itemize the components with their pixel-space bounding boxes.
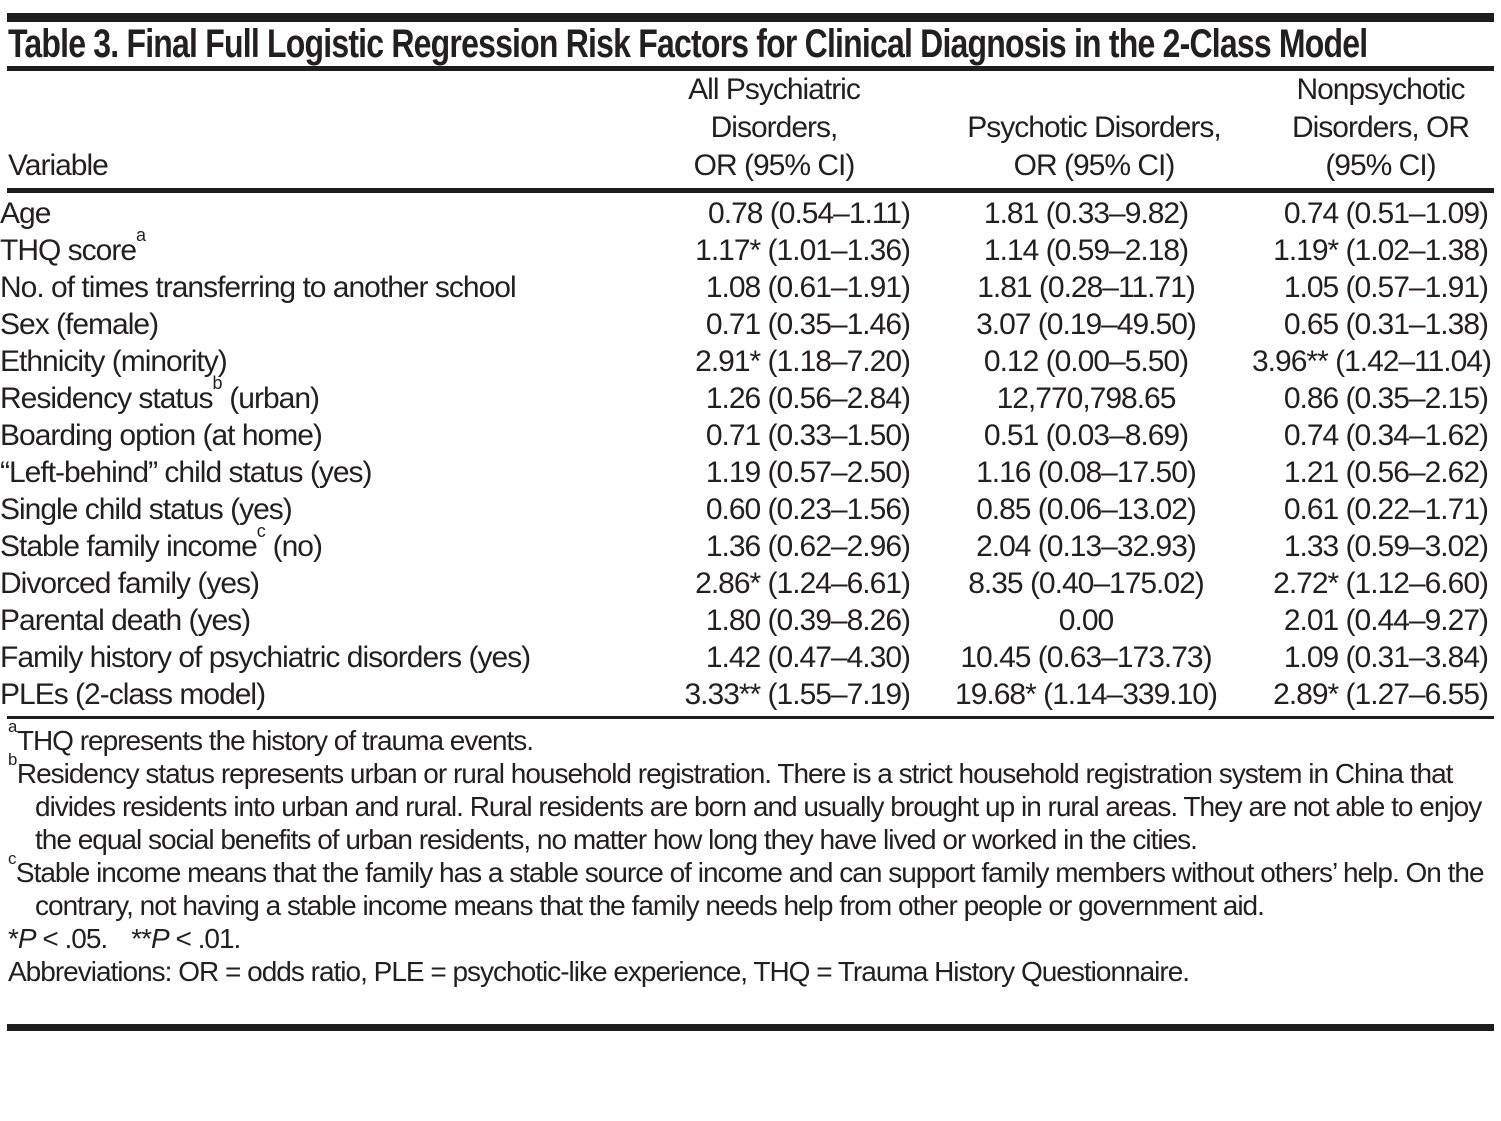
cell-all-psychiatric: 2.91* (1.18–7.20) [695,345,911,378]
cell-psychotic: 3.07 (0.19–49.50) [976,308,1197,341]
cell-psychotic: 8.35 (0.40–175.02) [968,567,1205,600]
cell-psychotic: 12,770,798.65 [996,382,1177,415]
cell-all-psychiatric: 3.33** (1.55–7.19) [684,678,911,711]
cell-all-psychiatric: 0.60 (0.23–1.56) [705,493,911,526]
cell-all-psychiatric: 0.71 (0.33–1.50) [705,419,911,452]
cell-psychotic: 1.14 (0.59–2.18) [983,234,1189,267]
row-label: Single child status (yes) [0,493,293,526]
cell-psychotic: 0.85 (0.06–13.02) [976,493,1197,526]
cell-nonpsychotic: 3.96** (1.42–11.04) [1252,345,1492,378]
table-row: Residency statusb (urban) 1.26 (0.56–2.8… [0,372,1501,417]
row-label: Sex (female) [0,308,159,341]
row-label: “Left-behind” child status (yes) [0,456,373,489]
cell-all-psychiatric: 1.36 (0.62–2.96) [705,530,911,563]
table-row: No. of times transferring to another sch… [0,269,1501,306]
table-row: Parental death (yes) 1.80 (0.39–8.26) 0.… [0,602,1501,639]
cell-psychotic: 19.68* (1.14–339.10) [955,678,1218,711]
table-row: Sex (female) 0.71 (0.35–1.46) 3.07 (0.19… [0,306,1501,343]
cell-nonpsychotic: 0.61 (0.22–1.71) [1283,493,1489,526]
cell-nonpsychotic: 0.65 (0.31–1.38) [1283,308,1489,341]
table-row: Stable family incomec (no) 1.36 (0.62–2.… [0,520,1501,565]
cell-nonpsychotic: 0.86 (0.35–2.15) [1283,382,1489,415]
cell-all-psychiatric: 2.86* (1.24–6.61) [695,567,911,600]
footnote-marker: c [8,849,16,869]
col-header-all-psychiatric: All Psychiatric Disorders, OR (95% CI) [688,73,861,182]
cell-psychotic: 1.81 (0.28–11.71) [977,271,1196,304]
cell-all-psychiatric: 1.08 (0.61–1.91) [705,271,911,304]
row-label: THQ scorea [0,224,146,267]
table-title-row: Table 3. Final Full Logistic Regression … [0,22,1501,66]
cell-nonpsychotic: 1.21 (0.56–2.62) [1283,456,1489,489]
cell-nonpsychotic: 2.01 (0.44–9.27) [1283,604,1489,637]
abbreviations-note: Abbreviations: OR = odds ratio, PLE = ps… [8,956,1190,987]
table-row: Age 0.78 (0.54–1.11) 1.81 (0.33–9.82) 0.… [0,195,1501,232]
table-row: PLEs (2-class model) 3.33** (1.55–7.19) … [0,676,1501,713]
table-row: “Left-behind” child status (yes) 1.19 (0… [0,454,1501,491]
paper-table-page: Table 3. Final Full Logistic Regression … [0,13,1501,1121]
row-label: No. of times transferring to another sch… [0,271,517,304]
footnote-marker: a [8,717,17,737]
cell-psychotic: 0.12 (0.00–5.50) [983,345,1189,378]
cell-all-psychiatric: 1.26 (0.56–2.84) [705,382,911,415]
row-label: Residency statusb (urban) [0,372,320,415]
cell-nonpsychotic: 1.05 (0.57–1.91) [1283,271,1489,304]
row-label: Ethnicity (minority) [0,345,228,378]
cell-all-psychiatric: 0.78 (0.54–1.11) [708,197,911,230]
cell-nonpsychotic: 0.74 (0.34–1.62) [1283,419,1489,452]
cell-psychotic: 1.16 (0.08–17.50) [976,456,1197,489]
cell-nonpsychotic: 1.19* (1.02–1.38) [1273,234,1489,267]
cell-psychotic: 1.81 (0.33–9.82) [983,197,1189,230]
cell-all-psychiatric: 1.80 (0.39–8.26) [705,604,911,637]
footnotes: aTHQ represents the history of trauma ev… [0,717,1501,988]
bottom-rule [7,1024,1494,1031]
cell-nonpsychotic: 1.09 (0.31–3.84) [1283,641,1489,674]
table-row: Divorced family (yes) 2.86* (1.24–6.61) … [0,565,1501,602]
cell-all-psychiatric: 1.42 (0.47–4.30) [705,641,911,674]
row-label: PLEs (2-class model) [0,678,266,711]
footnote-ref: a [136,224,146,245]
col-header-psychotic: Psychotic Disorders, OR (95% CI) [967,111,1221,182]
table-row: Family history of psychiatric disorders … [0,639,1501,676]
significance-note: *P < .05. **P < .01. [8,923,241,954]
cell-all-psychiatric: 1.19 (0.57–2.50) [705,456,911,489]
footnote-a: aTHQ represents the history of trauma ev… [8,717,534,756]
top-rule [7,13,1494,22]
col-header-variable: Variable [8,149,109,182]
col-header-nonpsychotic: Nonpsychotic Disorders, OR (95% CI) [1291,73,1470,182]
table-row: Boarding option (at home) 0.71 (0.33–1.5… [0,417,1501,454]
cell-psychotic: 0.51 (0.03–8.69) [983,419,1189,452]
row-label: Stable family incomec (no) [0,520,323,563]
row-label: Boarding option (at home) [0,419,323,452]
cell-psychotic: 2.04 (0.13–32.93) [976,530,1197,563]
header-rule [7,188,1494,193]
title-rule [7,66,1494,71]
cell-psychotic: 10.45 (0.63–173.73) [960,641,1212,674]
cell-all-psychiatric: 1.17* (1.01–1.36) [695,234,911,267]
cell-all-psychiatric: 0.71 (0.35–1.46) [705,308,911,341]
table-title: Table 3. Final Full Logistic Regression … [8,21,1368,66]
footnote-marker: b [8,750,17,770]
footnote-c: cStable income means that the family has… [8,849,1485,921]
row-label: Divorced family (yes) [0,567,260,600]
row-label: Age [0,197,51,230]
cell-nonpsychotic: 2.72* (1.12–6.60) [1273,567,1489,600]
footnote-ref: b [212,372,222,393]
cell-nonpsychotic: 1.33 (0.59–3.02) [1283,530,1489,563]
table-body: Age 0.78 (0.54–1.11) 1.81 (0.33–9.82) 0.… [0,193,1501,716]
footnote-b: bResidency status represents urban or ru… [8,750,1482,855]
cell-nonpsychotic: 2.89* (1.27–6.55) [1273,678,1489,711]
table-row: Ethnicity (minority) 2.91* (1.18–7.20) 0… [0,343,1501,380]
footnote-ref: c [256,520,266,541]
row-label: Family history of psychiatric disorders … [0,641,531,674]
cell-nonpsychotic: 0.74 (0.51–1.09) [1283,197,1489,230]
cell-psychotic: 0.00 [1058,604,1114,637]
body-rule [7,716,1494,719]
table-row: Single child status (yes) 0.60 (0.23–1.5… [0,491,1501,528]
table-row: THQ scorea 1.17* (1.01–1.36) 1.14 (0.59–… [0,224,1501,269]
table-header: Variable All Psychiatric Disorders, OR (… [0,71,1501,188]
row-label: Parental death (yes) [0,604,251,637]
